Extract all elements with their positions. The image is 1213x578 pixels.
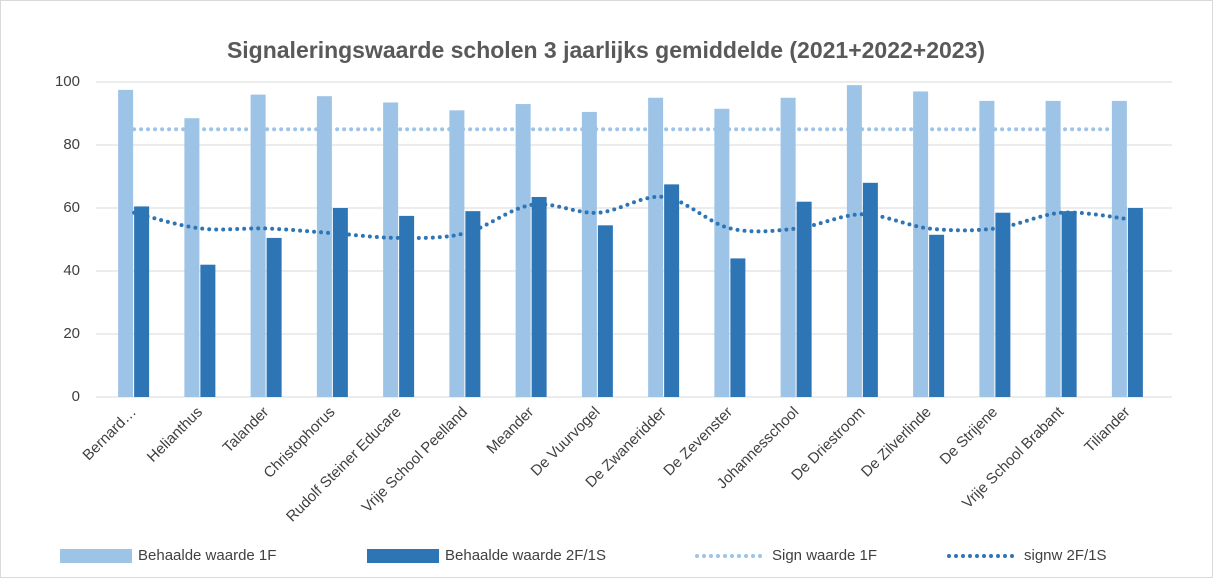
bar <box>796 201 812 397</box>
bar <box>862 182 878 397</box>
bar <box>449 110 465 397</box>
bar <box>581 111 597 398</box>
bar <box>531 196 547 397</box>
line-series <box>132 194 1130 240</box>
bar <box>714 108 730 398</box>
bar <box>995 212 1011 397</box>
chart-title: Signaleringswaarde scholen 3 jaarlijks g… <box>227 37 985 63</box>
bar <box>846 85 862 398</box>
y-tick-label: 60 <box>63 199 80 216</box>
y-tick-label: 0 <box>72 388 80 405</box>
bar <box>250 94 266 397</box>
legend-swatch <box>60 549 132 563</box>
bar <box>200 264 216 397</box>
bar <box>979 100 995 398</box>
bar <box>780 97 796 397</box>
bar <box>1127 208 1143 397</box>
y-tick-label: 100 <box>55 73 80 90</box>
bar <box>134 206 150 397</box>
y-tick-label: 20 <box>63 325 80 342</box>
bar <box>465 211 481 397</box>
bar <box>1045 100 1061 398</box>
y-tick-label: 40 <box>63 262 80 279</box>
y-tick-label: 80 <box>63 136 80 153</box>
legend-swatch <box>367 549 439 563</box>
bar <box>730 258 746 397</box>
bar <box>184 118 200 397</box>
bar <box>266 237 282 397</box>
bar <box>597 225 613 397</box>
bar <box>383 102 399 397</box>
bar <box>316 96 332 398</box>
bar <box>1061 211 1077 397</box>
bar <box>1111 100 1127 398</box>
legend-label: Behaalde waarde 1F <box>138 547 276 564</box>
bar <box>648 97 664 397</box>
bar <box>929 234 945 397</box>
bar <box>515 104 531 398</box>
bar <box>399 215 415 397</box>
bar <box>332 208 348 397</box>
bar <box>118 89 134 397</box>
bar <box>664 184 680 397</box>
legend-label: signw 2F/1S <box>1024 547 1107 564</box>
legend-label: Sign waarde 1F <box>772 547 877 564</box>
bar <box>913 91 929 397</box>
legend-label: Behaalde waarde 2F/1S <box>445 547 606 564</box>
